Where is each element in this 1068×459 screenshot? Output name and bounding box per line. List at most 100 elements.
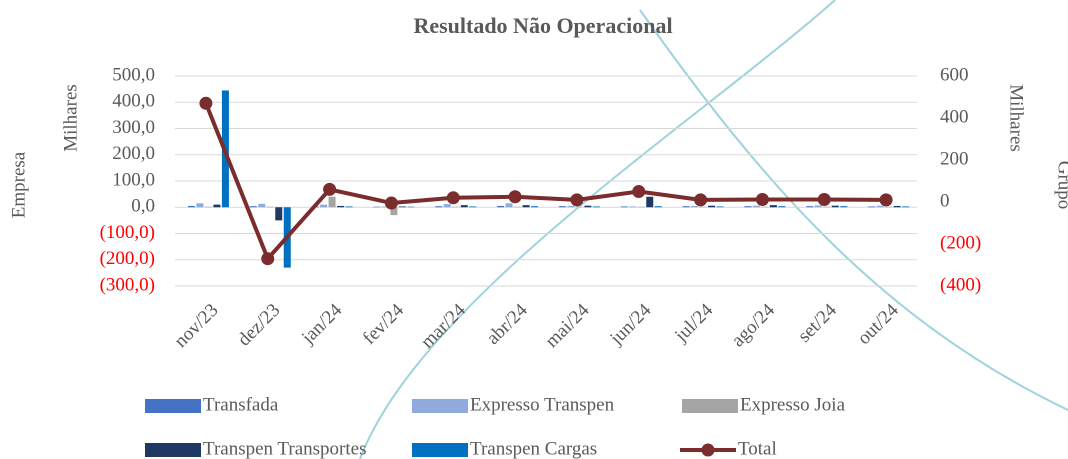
marker (632, 185, 645, 198)
x-tick-label: ago/24 (728, 299, 780, 351)
bar (469, 206, 476, 207)
bar (435, 206, 442, 207)
bar (506, 203, 513, 207)
marker (261, 252, 274, 265)
bar (337, 206, 344, 207)
bar (840, 206, 847, 207)
bar (708, 206, 715, 208)
marker (199, 97, 212, 110)
bar (638, 207, 645, 208)
legend-marker (702, 444, 715, 457)
legend-label: Transpen Transportes (203, 438, 366, 459)
x-tick-label: fev/24 (359, 299, 409, 349)
bar (655, 206, 662, 207)
legend-label: Total (738, 438, 777, 459)
bar (267, 207, 274, 208)
bar (205, 207, 212, 208)
bar (523, 205, 530, 207)
bar (815, 205, 822, 207)
bar (700, 207, 707, 208)
marker (570, 193, 583, 206)
bar (452, 207, 459, 208)
bar (717, 206, 724, 207)
bar (885, 207, 892, 208)
y2-axis-unit: Milhares (1006, 84, 1027, 152)
y2-tick-label: (200) (940, 232, 981, 253)
chart-title: Resultado Não Operacional (413, 13, 672, 38)
marker (756, 193, 769, 206)
x-tick-label: out/24 (854, 299, 904, 349)
y-axis-unit: Milhares (60, 84, 81, 152)
bar (868, 206, 875, 207)
y-tick-label: 500,0 (112, 64, 155, 85)
marker (880, 193, 893, 206)
legend-swatch (412, 399, 468, 413)
y-tick-label: 100,0 (112, 169, 155, 190)
x-tick-label: mar/24 (417, 299, 470, 352)
bar (320, 205, 327, 208)
bar (683, 206, 690, 207)
bar (461, 205, 468, 207)
bar (823, 207, 830, 208)
bar (559, 206, 566, 207)
decorative-arc (360, 0, 835, 459)
legend-label: Expresso Joia (740, 394, 846, 415)
bar (753, 206, 760, 208)
bar (275, 207, 282, 220)
y-tick-label: (300,0) (100, 274, 155, 295)
bar (621, 206, 628, 207)
chart: Resultado Não Operacional Milhares Empre… (0, 0, 1068, 459)
y-tick-label: 300,0 (112, 117, 155, 138)
y-tick-label: (200,0) (100, 248, 155, 269)
bar (531, 206, 538, 207)
bar (399, 206, 406, 207)
x-tick-label: jun/24 (605, 299, 655, 349)
y-tick-label: (100,0) (100, 222, 155, 243)
bar (593, 206, 600, 207)
y-tick-label: 200,0 (112, 143, 155, 164)
bar (514, 207, 521, 208)
x-tick-label: dez/23 (234, 300, 285, 351)
bar (646, 197, 653, 208)
y2-tick-label: (400) (940, 274, 981, 295)
legend-swatch (145, 443, 201, 457)
bar (902, 206, 909, 207)
legend-swatch (682, 399, 738, 413)
x-tick-label: jul/24 (670, 299, 717, 346)
bar (250, 206, 257, 207)
bar (407, 207, 414, 208)
bar (806, 206, 813, 207)
bar (770, 205, 777, 207)
y2-tick-label: 200 (940, 148, 969, 169)
legend-swatch (145, 399, 201, 413)
y2-tick-label: 0 (940, 190, 950, 211)
x-tick-label: jan/24 (297, 299, 346, 348)
bar (188, 206, 195, 207)
bar (213, 205, 220, 208)
y2-tick-label: 600 (940, 64, 969, 85)
bar (629, 206, 636, 207)
bar (877, 206, 884, 208)
marker (509, 190, 522, 203)
bar (761, 207, 768, 208)
y2-tick-label: 400 (940, 106, 969, 127)
x-tick-label: set/24 (794, 299, 841, 346)
bar (258, 204, 265, 207)
x-tick-label: nov/23 (170, 300, 222, 352)
marker (694, 193, 707, 206)
bar (894, 206, 901, 207)
bar (584, 206, 591, 208)
marker (323, 183, 336, 196)
bar (832, 206, 839, 208)
bar (346, 206, 353, 207)
bar (567, 206, 574, 207)
y-tick-label: 400,0 (112, 91, 155, 112)
legend-label: Transfada (203, 394, 279, 415)
bar (329, 197, 336, 208)
marker (385, 197, 398, 210)
legend-swatch (412, 443, 468, 457)
bar (196, 203, 203, 207)
legend-label: Expresso Transpen (470, 394, 615, 415)
bar (576, 207, 583, 208)
legend-label: Transpen Cargas (470, 438, 597, 459)
